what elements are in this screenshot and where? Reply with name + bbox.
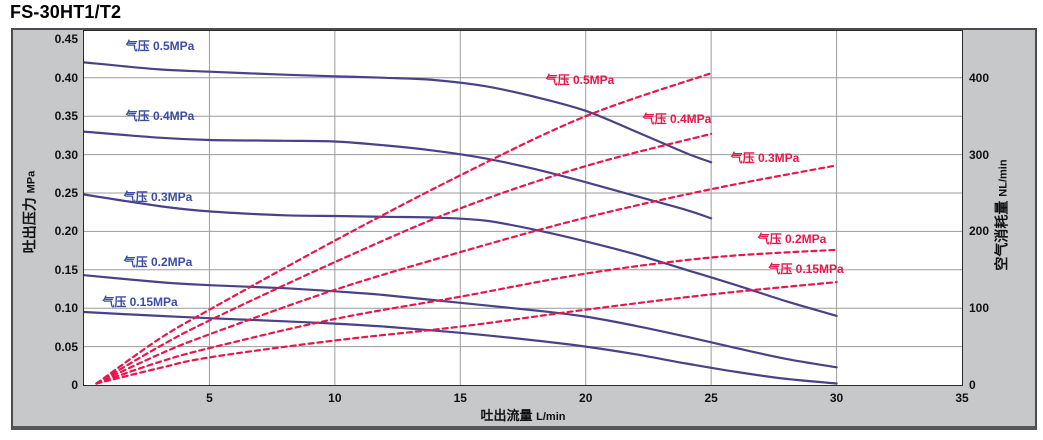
x-tick-label: 35 (955, 391, 969, 405)
chart-title: FS-30HT1/T2 (10, 2, 122, 22)
y-right-tick-label: 100 (969, 301, 990, 316)
x-axis-title-text: 吐出流量 (480, 408, 533, 423)
x-axis-unit: L/min (536, 411, 566, 423)
x-tick-label: 10 (328, 391, 342, 405)
x-tick-label: 20 (579, 391, 593, 405)
y-left-tick-label: 0.35 (54, 109, 78, 124)
y-right-axis-title: 空气消耗量 NL/min (993, 159, 1010, 271)
x-axis-title: 吐出流量 L/min (481, 405, 566, 424)
discharge-pressure-curve (84, 61, 713, 164)
y-right-tick-label: 200 (969, 224, 990, 239)
discharge-pressure-curve (84, 130, 713, 220)
y-left-tick-label: 0.25 (54, 186, 78, 200)
y-left-tick-label: 0.30 (54, 147, 78, 162)
air-consumption-curve-label: 气压 0.4MPa (642, 112, 712, 126)
x-tick-label: 30 (829, 391, 844, 405)
discharge-pressure-curve-label: 气压 0.15MPa (102, 295, 178, 309)
y-left-tick-label: 0.15 (54, 262, 78, 277)
discharge-pressure-curve-label: 气压 0.4MPa (125, 109, 195, 123)
y-left-axis-title-text: 吐出压力 (21, 197, 38, 254)
air-consumption-curve-label: 气压 0.2MPa (757, 232, 827, 246)
x-tick-label: 5 (206, 391, 213, 405)
air-consumption-curve-label: 气压 0.3MPa (730, 151, 800, 165)
air-consumption-curve (95, 72, 713, 385)
discharge-pressure-curve (84, 310, 838, 385)
y-right-tick-label: 400 (969, 70, 990, 85)
y-left-tick-label: 0 (71, 378, 78, 392)
air-consumption-curve-label: 气压 0.15MPa (768, 262, 844, 276)
y-left-axis-title: 吐出压力 MPa (21, 170, 38, 254)
y-left-axis-unit: MPa (25, 170, 38, 194)
air-consumption-curve-label: 气压 0.5MPa (545, 73, 615, 87)
air-consumption-curve (95, 248, 838, 385)
discharge-pressure-curve (84, 274, 838, 369)
discharge-pressure-curve-label: 气压 0.2MPa (123, 255, 193, 269)
x-tick-label: 25 (704, 391, 718, 405)
y-left-tick-label: 0.40 (54, 70, 78, 85)
chart-svg (84, 31, 962, 385)
air-consumption-curve (95, 164, 838, 385)
y-right-tick-label: 0 (969, 378, 976, 392)
y-left-tick-label: 0.05 (54, 339, 78, 354)
y-right-axis-unit: NL/min (997, 159, 1010, 197)
plot-area (83, 30, 963, 386)
y-right-axis-title-text: 空气消耗量 (993, 200, 1010, 271)
discharge-pressure-curve-label: 气压 0.5MPa (125, 39, 195, 53)
y-left-tick-label: 0.20 (54, 224, 78, 239)
air-consumption-curve (95, 281, 838, 385)
discharge-pressure-curve (84, 193, 838, 317)
y-right-tick-label: 300 (969, 147, 990, 162)
air-consumption-curve (95, 132, 713, 385)
y-left-tick-label: 0.10 (54, 301, 78, 316)
discharge-pressure-curve-label: 气压 0.3MPa (123, 190, 193, 204)
y-left-tick-label: 0.45 (54, 32, 78, 47)
x-tick-label: 15 (453, 391, 467, 405)
